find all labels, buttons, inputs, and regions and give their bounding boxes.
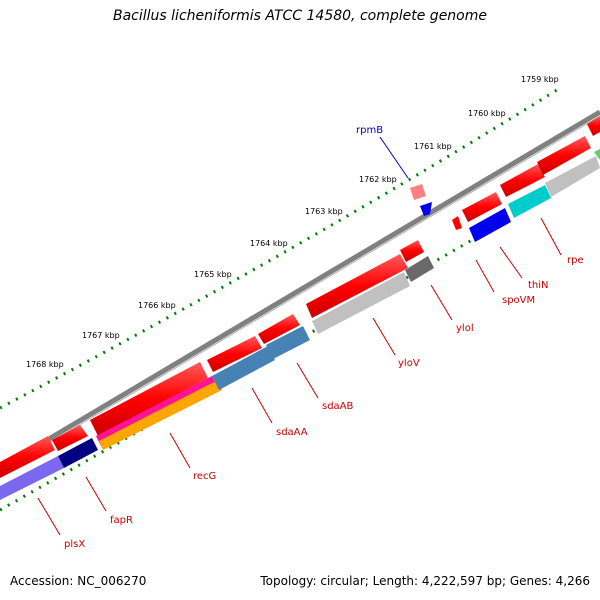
gene-block (306, 254, 408, 318)
scale-tick-label: 1768 kbp (26, 360, 64, 369)
gene-block (537, 136, 591, 175)
gene-label-recG: recG (193, 471, 216, 482)
gene-label-sdaAA: sdaAA (276, 427, 308, 438)
scale-labels: 1759 kbp 1760 kbp 1761 kbp 1762 kbp 1763… (26, 75, 559, 369)
map-title: Bacillus licheniformis ATCC 14580, compl… (113, 8, 487, 24)
gene-block (594, 149, 600, 160)
scale-tick-label: 1767 kbp (82, 331, 120, 340)
scale-tick-label: 1765 kbp (194, 270, 232, 279)
gene-block (508, 185, 551, 218)
gene-block (405, 256, 434, 282)
gene-block (99, 380, 222, 450)
accession-text: Accession: NC_006270 (10, 574, 147, 588)
scale-tick-label: 1760 kbp (468, 109, 506, 118)
gene-block (469, 208, 511, 242)
gene-label-rpe: rpe (567, 255, 584, 266)
scale-tick-label: 1766 kbp (138, 301, 176, 310)
gene-labels: rpmB rpe thiN spoVM ylol yloV sdaAB sdaA… (37, 125, 584, 550)
gene-label-thiN: thiN (528, 280, 549, 291)
gene-block (212, 346, 275, 390)
gene-label-spoVM: spoVM (502, 295, 535, 306)
genome-summary-text: Topology: circular; Length: 4,222,597 bp… (260, 574, 590, 588)
gene-block (90, 362, 208, 436)
gene-block (0, 436, 55, 478)
scale-tick-label: 1764 kbp (250, 239, 288, 248)
scale-tick-label: 1763 kbp (305, 207, 343, 216)
gene-block (312, 272, 410, 334)
scale-tick-label: 1759 kbp (521, 75, 559, 84)
gene-block (500, 164, 545, 197)
gene-block (58, 438, 98, 468)
gene-block (545, 156, 600, 197)
gene-block (587, 116, 600, 136)
rpmB-reverse-block (420, 202, 432, 216)
gene-block (52, 425, 88, 451)
gene-block (266, 326, 310, 359)
gene-block (258, 314, 300, 344)
backbone-ring (0, 109, 600, 473)
gene-label-ylol: ylol (456, 323, 474, 334)
rpmB-gene-block (410, 184, 426, 200)
gene-block (452, 216, 462, 230)
scale-tick-label: 1762 kbp (359, 175, 397, 184)
scale-ring (0, 86, 561, 410)
reverse-strand-genes (0, 149, 600, 500)
forward-strand-genes (0, 116, 600, 478)
gene-label-sdaAB: sdaAB (322, 401, 354, 412)
gene-block (400, 240, 424, 262)
gene-block (462, 192, 502, 222)
gene-label-fapR: fapR (110, 515, 133, 526)
gene-label-plsX: plsX (64, 539, 85, 550)
scale-tick-label: 1761 kbp (414, 142, 452, 151)
gene-label-rpmB: rpmB (356, 125, 383, 136)
gene-block (0, 456, 64, 500)
gene-block (207, 336, 262, 372)
gene-label-yloV: yloV (398, 358, 420, 369)
